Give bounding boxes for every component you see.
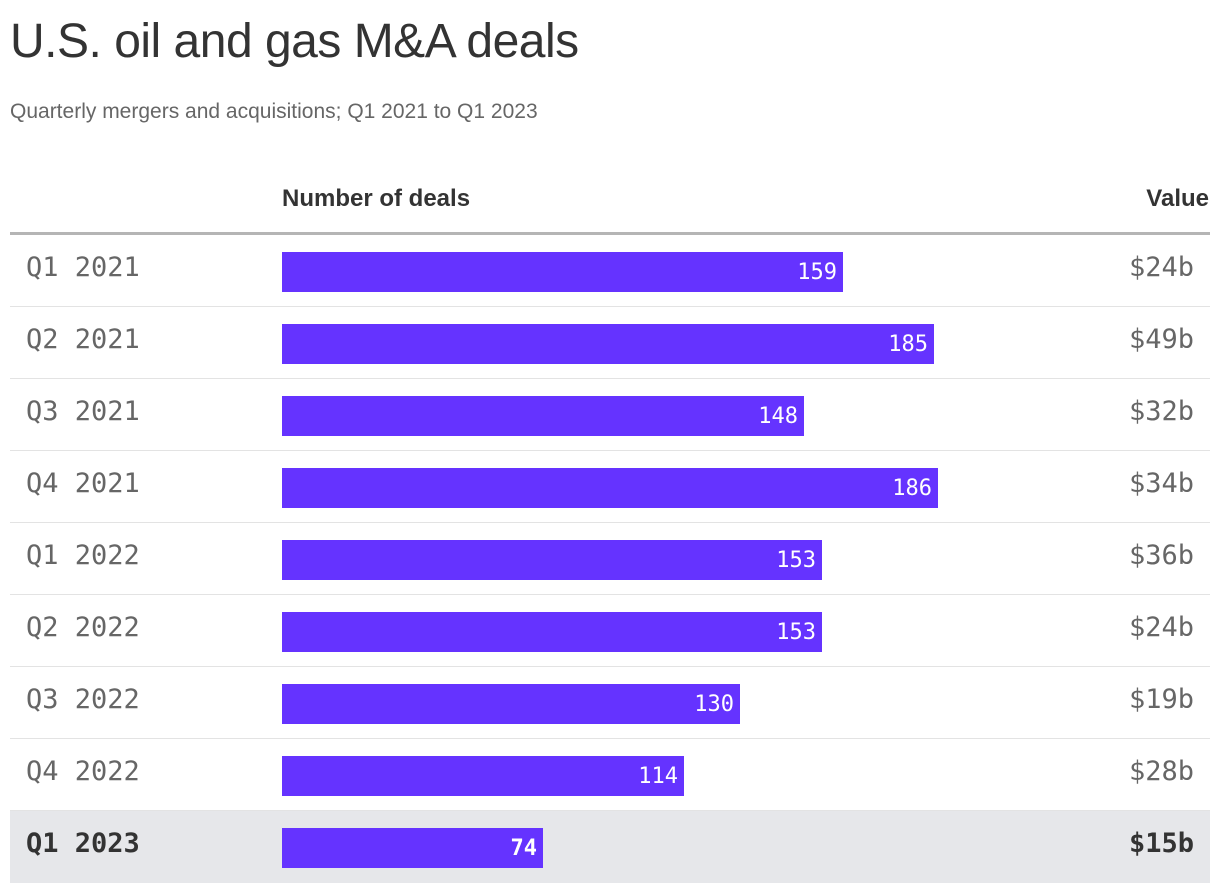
deals-data-label: 130 <box>694 692 734 717</box>
deal-value-label: $19b <box>1128 684 1194 715</box>
chart-row: Q3 2021 148 $32b <box>10 379 1210 451</box>
deals-column-header: Number of deals <box>282 185 471 212</box>
deal-value-label: $15b <box>1128 828 1194 859</box>
deal-value-label: $24b <box>1128 252 1194 283</box>
deals-bar: 186 <box>282 468 938 508</box>
chart-row: Q1 2021 159 $24b <box>10 235 1210 307</box>
deals-data-label: 114 <box>638 764 678 789</box>
chart-row: Q1 2022 153 $36b <box>10 523 1210 595</box>
category-label: Q1 2023 <box>26 828 140 859</box>
category-label: Q1 2022 <box>26 540 140 571</box>
chart-row: Q4 2021 186 $34b <box>10 451 1210 523</box>
deals-data-label: 74 <box>510 836 538 861</box>
chart-row: Q1 2023 74 $15b <box>10 811 1210 883</box>
deals-data-label: 186 <box>892 476 932 501</box>
bar-chart-rows: Q1 2021 159 $24b Q2 2021 185 $49b Q3 2021 148 $3… <box>10 235 1210 883</box>
chart-subtitle: Quarterly mergers and acquisitions; Q1 2… <box>10 100 538 123</box>
deals-bar: 185 <box>282 324 934 364</box>
value-column-header: Value <box>1146 185 1209 212</box>
deals-bar: 74 <box>282 828 543 868</box>
deal-value-label: $24b <box>1128 612 1194 643</box>
header-divider <box>10 232 1210 235</box>
deals-bar: 153 <box>282 540 822 580</box>
deal-value-label: $28b <box>1128 756 1194 787</box>
chart-row: Q2 2022 153 $24b <box>10 595 1210 667</box>
deal-value-label: $36b <box>1128 540 1194 571</box>
category-label: Q2 2021 <box>26 324 140 355</box>
deals-data-label: 148 <box>758 404 798 429</box>
category-label: Q2 2022 <box>26 612 140 643</box>
deal-value-label: $34b <box>1128 468 1194 499</box>
deal-value-label: $32b <box>1128 396 1194 427</box>
chart-row: Q2 2021 185 $49b <box>10 307 1210 379</box>
category-label: Q3 2022 <box>26 684 140 715</box>
deals-data-label: 153 <box>776 620 816 645</box>
chart-title: U.S. oil and gas M&A deals <box>10 15 579 68</box>
deals-bar: 148 <box>282 396 804 436</box>
deals-data-label: 185 <box>888 332 928 357</box>
deals-bar: 159 <box>282 252 843 292</box>
category-label: Q3 2021 <box>26 396 140 427</box>
deals-bar: 153 <box>282 612 822 652</box>
deals-data-label: 159 <box>797 260 837 285</box>
deals-bar: 130 <box>282 684 740 724</box>
deals-data-label: 153 <box>776 548 816 573</box>
category-label: Q4 2022 <box>26 756 140 787</box>
category-label: Q1 2021 <box>26 252 140 283</box>
chart-row: Q4 2022 114 $28b <box>10 739 1210 811</box>
chart-row: Q3 2022 130 $19b <box>10 667 1210 739</box>
deal-value-label: $49b <box>1128 324 1194 355</box>
deals-bar: 114 <box>282 756 684 796</box>
category-label: Q4 2021 <box>26 468 140 499</box>
